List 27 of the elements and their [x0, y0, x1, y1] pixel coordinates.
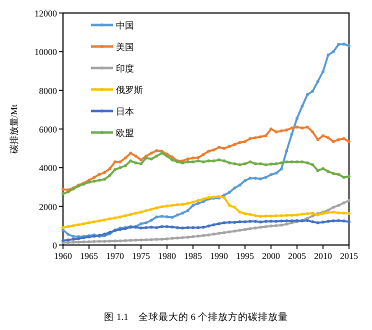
x-tick-label: 2000	[262, 251, 280, 261]
x-tick-label: 1980	[158, 251, 176, 261]
y-tick-label: 6000	[39, 124, 58, 134]
x-tick-label: 1960	[54, 251, 72, 261]
legend-label: 日本	[116, 106, 134, 116]
x-tick-label: 1970	[106, 251, 124, 261]
y-tick-label: 4000	[39, 163, 58, 174]
x-tick-label: 1965	[80, 251, 98, 261]
x-tick-label: 1975	[132, 251, 150, 261]
x-tick-label: 2010	[314, 251, 332, 261]
legend-label: 印度	[116, 64, 134, 74]
caption: 图 1.1 全球最大的 6 个排放方的碳排放量	[104, 311, 288, 323]
x-tick-label: 1985	[184, 251, 202, 261]
y-tick-label: 2000	[39, 202, 58, 212]
y-tick-label: 12000	[34, 8, 58, 18]
y-axis-title: 碳排放量/Mt	[9, 104, 19, 155]
x-tick-label: 1990	[210, 251, 228, 261]
legend-label: 中国	[116, 20, 134, 30]
x-tick-label: 2015	[340, 251, 358, 261]
legend-label: 俄罗斯	[116, 85, 143, 95]
legend-label: 美国	[116, 42, 134, 52]
legend-label: 欧盟	[116, 128, 134, 138]
x-tick-label: 1995	[236, 251, 254, 261]
y-tick-label: 8000	[39, 86, 58, 96]
x-tick-label: 2005	[288, 251, 306, 261]
y-tick-label: 10000	[34, 47, 58, 58]
y-tick-label: 0	[52, 240, 58, 250]
